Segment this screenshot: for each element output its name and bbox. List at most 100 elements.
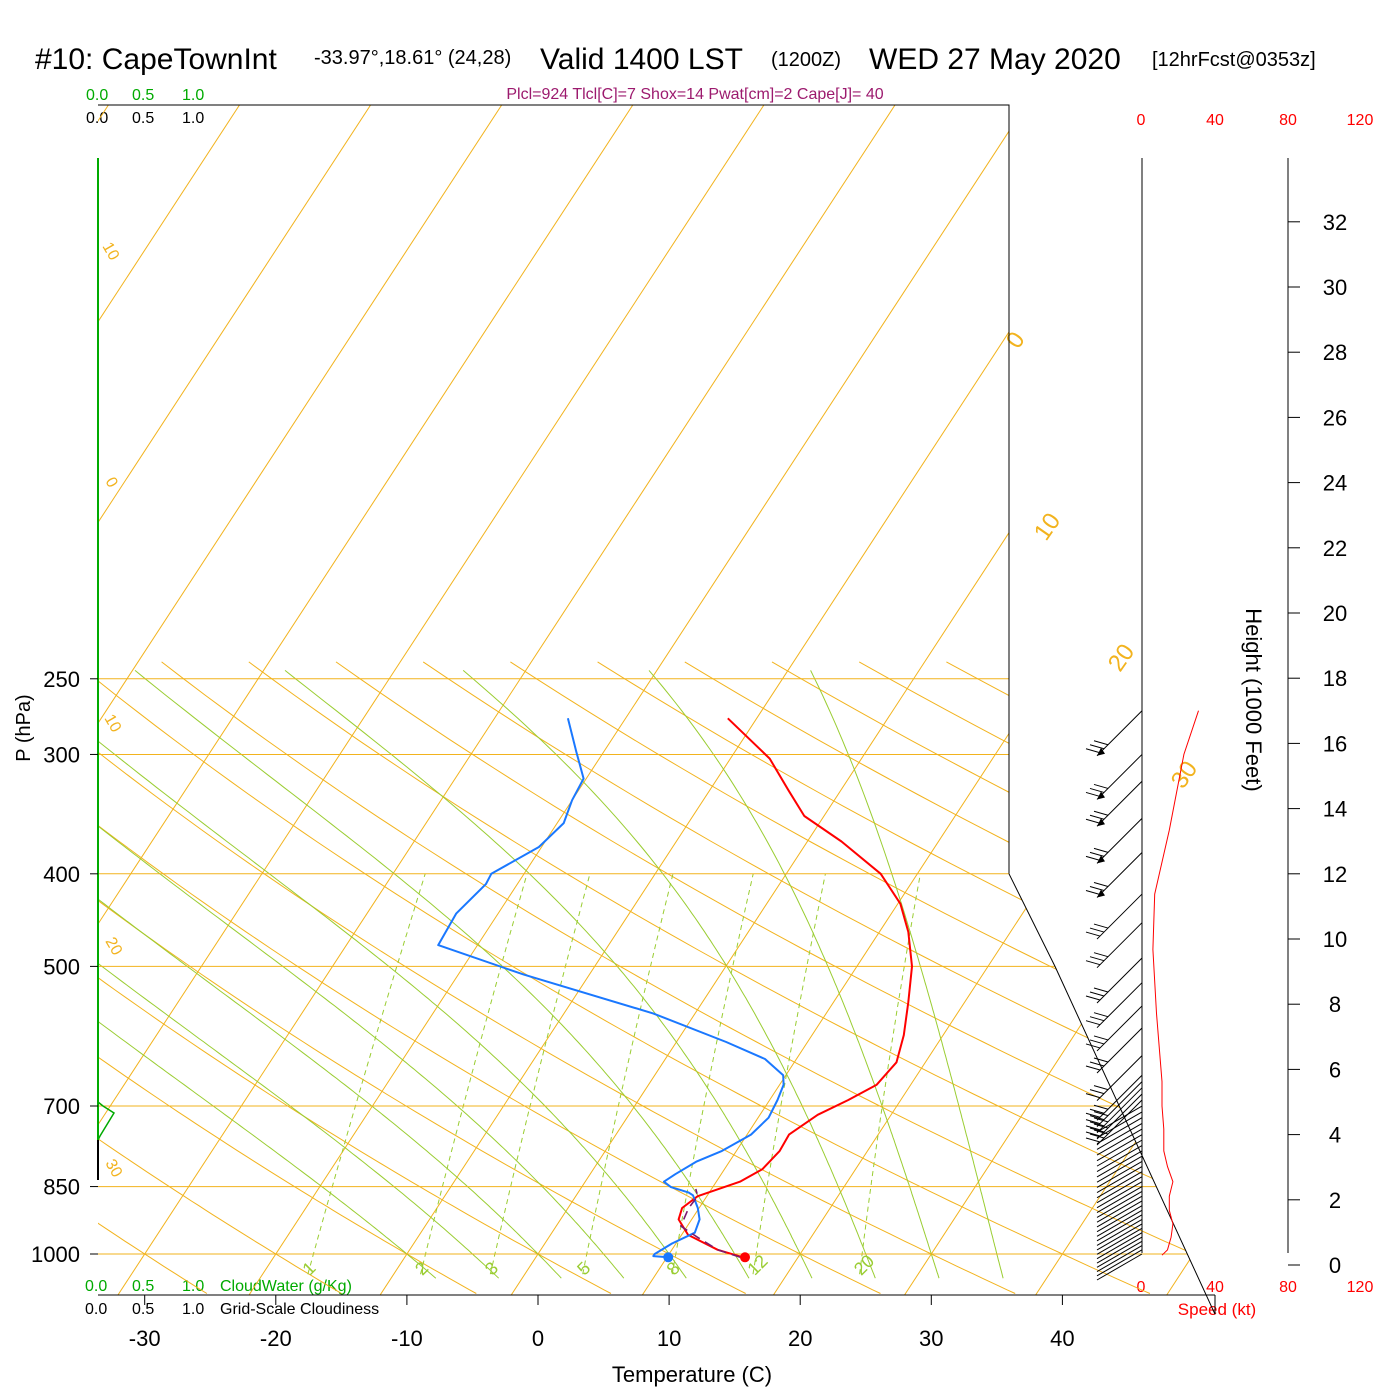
wind-barb: [1096, 1150, 1143, 1178]
cloud-scale-tick: 0.5: [132, 87, 154, 104]
cloudiness-scale-tick: 0.0: [86, 110, 108, 127]
cloud-scale-tick: 0.0: [85, 1278, 107, 1295]
wind-barb-feather: [1085, 748, 1101, 754]
wind-barb: [1096, 1245, 1143, 1273]
wind-barb-feather: [1089, 886, 1105, 892]
wind-barb: [1096, 1236, 1143, 1264]
cloudiness-legend: Grid-Scale Cloudiness: [220, 1301, 379, 1318]
speed-axis-bottom: 0 40 80 120 Speed (kt): [1137, 1279, 1374, 1319]
wind-barb: [1096, 1005, 1143, 1052]
isotherm-line: [98, 105, 634, 1296]
wind-barb-feather: [1085, 791, 1101, 797]
speed-tick-label: 120: [1347, 112, 1374, 129]
wind-barb-feather: [1089, 1039, 1105, 1045]
wind-barb-feather: [1085, 1119, 1101, 1125]
moist-adiabat: [98, 670, 437, 1279]
cloud-scale-tick: 0.0: [86, 87, 108, 104]
dry-adiabat: [98, 661, 1151, 1294]
valid-time: Valid 1400 LST: [540, 43, 743, 76]
mixing-ratio-line: [752, 873, 826, 1275]
isotherm-line: [1298, 105, 1400, 1295]
mixing-ratio-label: 5: [573, 1258, 594, 1279]
dry-adiabat: [335, 661, 1215, 1294]
parcel-line: [679, 1188, 741, 1259]
wind-barb: [1096, 1223, 1143, 1251]
moist-adiabat: [98, 670, 687, 1279]
wind-barb: [1096, 754, 1143, 800]
p-tick-label: 300: [43, 742, 80, 767]
p-tick-label: 400: [43, 862, 80, 887]
p-tick-label: 1000: [31, 1242, 80, 1267]
cloud-water-bottom-scale: 0.0 0.5 1.0 CloudWater (g/Kg): [85, 1278, 352, 1295]
moist-adiabat: [462, 670, 876, 1279]
moist-adiabat: [98, 670, 500, 1279]
moist-adiabat: [134, 670, 750, 1279]
p-tick-label: 700: [43, 1094, 80, 1119]
wind-barb: [1096, 1160, 1143, 1188]
speed-axis-title: Speed (kt): [1178, 1300, 1256, 1319]
grid-clipped: [98, 105, 1400, 1296]
wind-barb: [1096, 1218, 1143, 1246]
wind-barb-feather: [1085, 931, 1101, 937]
height-tick-label: 10: [1323, 927, 1347, 952]
y-axis-title: P (hPa): [13, 694, 35, 761]
dry-adiabat: [161, 661, 1215, 1294]
moist-adiabat: [648, 670, 940, 1279]
dewpoint-line: [437, 718, 785, 1259]
cloudiness-scale-tick: 1.0: [182, 1301, 204, 1318]
height-tick-label: 4: [1329, 1123, 1341, 1148]
cloud-scale-tick: 1.0: [182, 87, 204, 104]
wind-barb: [1096, 1181, 1143, 1209]
dry-adiabat: [98, 661, 612, 1294]
utc-time: (1200Z): [771, 49, 841, 71]
wind-barb: [1096, 1176, 1143, 1204]
wind-barb-feather: [1089, 1089, 1105, 1095]
height-tick-label: 16: [1323, 731, 1347, 756]
wind-barb: [1096, 1214, 1143, 1242]
height-tick-label: 28: [1323, 340, 1347, 365]
wind-barb-feather: [1093, 783, 1109, 789]
wind-barb-feather: [1085, 995, 1101, 1001]
mixing-ratio-line: [489, 873, 591, 1275]
wind-barb-feather: [1089, 1108, 1105, 1114]
x-tick-label: 0: [532, 1326, 544, 1351]
dry-adiabat: [1033, 661, 1215, 1294]
dry-adiabat: [1295, 662, 1400, 1294]
wind-barb-feather: [1093, 810, 1109, 816]
wind-barb: [1096, 852, 1143, 898]
wind-barb: [1096, 1190, 1143, 1218]
forecast-info: [12hrFcst@0353z]: [1152, 49, 1316, 71]
dry-adiabat: [1383, 662, 1400, 1294]
isotherm-line: [117, 105, 896, 1296]
wind-barb-feather: [1093, 1085, 1109, 1091]
speed-tick-label: 0: [1137, 112, 1146, 129]
cloudiness-bottom-scale: 0.0 0.5 1.0 Grid-Scale Cloudiness: [85, 1301, 379, 1318]
wind-barb-feather: [1093, 1012, 1109, 1018]
wind-barb-pennant: [1097, 818, 1105, 827]
mixing-ratio-line: [859, 873, 921, 1275]
mixing-ratio-line: [582, 873, 674, 1275]
station-title: #10: CapeTownInt: [35, 43, 277, 76]
isotherm-line: [98, 105, 765, 1296]
height-tick-label: 8: [1329, 992, 1341, 1017]
cloud-water-legend: CloudWater (g/Kg): [220, 1278, 352, 1295]
mixing-ratio-line: [671, 873, 754, 1275]
moist-adiabat: [98, 670, 625, 1279]
height-tick-label: 14: [1323, 797, 1347, 822]
isotherm-label: 20: [102, 935, 126, 959]
wind-barb: [1096, 1145, 1143, 1172]
wind-barb: [1096, 1122, 1143, 1150]
wind-barb: [1096, 1117, 1143, 1145]
wind-barb: [1096, 957, 1143, 1004]
dry-adiabat: [98, 661, 746, 1294]
wind-barb-feather: [1089, 851, 1105, 857]
x-tick-label: -20: [260, 1326, 292, 1351]
indices-line: Plcl=924 Tlcl[C]=7 Shox=14 Pwat[cm]=2 Ca…: [506, 86, 883, 103]
wind-speed-profile: [1152, 710, 1199, 1256]
p-tick-label: 250: [43, 667, 80, 692]
wind-barb: [1096, 1139, 1143, 1167]
height-tick-label: 30: [1323, 275, 1347, 300]
wind-barb-feather: [1093, 847, 1109, 853]
wind-barb-feather: [1089, 956, 1105, 962]
wind-barb: [1096, 893, 1143, 940]
